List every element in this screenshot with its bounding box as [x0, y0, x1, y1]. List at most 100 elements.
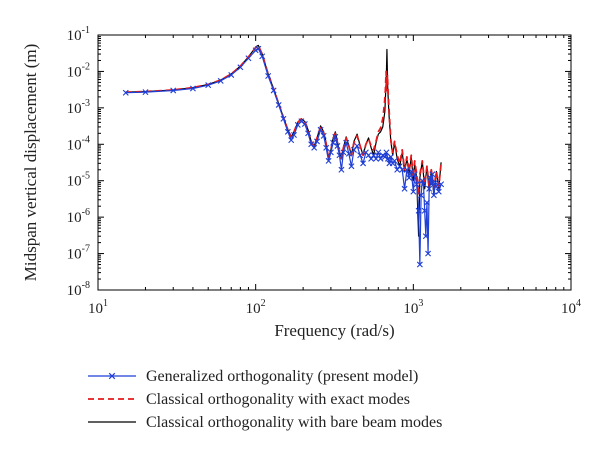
- series-line-0: [125, 44, 442, 237]
- legend-item: Generalized orthogonality (present model…: [88, 368, 418, 385]
- series-line-2: [125, 48, 442, 266]
- series-2-point-16: [284, 128, 291, 135]
- series-2-point-3: [189, 85, 196, 92]
- series-layer: [122, 44, 445, 268]
- series-2-point-78: [426, 185, 433, 192]
- series-2-point-10: [255, 45, 262, 52]
- series-2-point-33: [334, 142, 341, 149]
- series-2-point-63: [403, 166, 410, 173]
- y-tick-label: 10-1: [67, 25, 90, 44]
- series-2-point-80: [428, 181, 435, 188]
- series-2-point-28: [323, 144, 330, 151]
- series-2-point-5: [217, 77, 224, 84]
- series-2-point-14: [275, 101, 282, 108]
- series-2-point-36: [340, 149, 347, 156]
- series-2-point-72: [419, 177, 426, 184]
- series-2-point-86: [438, 181, 445, 188]
- legend-label: Classical orthogonality with bare beam m…: [146, 414, 442, 431]
- series-2-point-41: [354, 142, 361, 149]
- series-2-point-85: [435, 188, 442, 195]
- y-axis-label: Midspan vertical displacement (m): [21, 44, 40, 281]
- series-2-point-27: [320, 132, 327, 139]
- series-2-point-24: [311, 144, 318, 151]
- series-2-point-77: [425, 250, 432, 257]
- series-2-point-2: [170, 87, 177, 94]
- series-2-point-17: [288, 137, 295, 144]
- tick-layer: 101 102 103 104 10-8 10-7 10-6 10-5 10-4 10-3 10-2…: [67, 25, 581, 317]
- series-2-point-1: [142, 89, 149, 96]
- series-2-point-47: [370, 152, 377, 159]
- legend-item: Classical orthogonality with exact modes: [88, 391, 410, 408]
- series-2-point-46: [368, 155, 375, 162]
- series-2-point-30: [327, 149, 334, 156]
- series-2-point-7: [237, 64, 244, 71]
- series-2-point-67: [411, 171, 418, 178]
- y-tick-label: 10-5: [67, 171, 90, 190]
- series-2-point-40: [350, 146, 357, 153]
- series-2-point-54: [384, 155, 391, 162]
- series-2-point-50: [377, 155, 384, 162]
- legend-label: Classical orthogonality with exact modes: [146, 391, 410, 408]
- series-2-point-76: [423, 199, 430, 206]
- x-tick-label: 104: [561, 298, 581, 317]
- series-2-point-43: [360, 160, 367, 167]
- series-2-point-38: [345, 150, 352, 157]
- series-2-point-0: [122, 89, 129, 96]
- series-2-point-37: [343, 139, 350, 146]
- series-2-point-53: [383, 149, 390, 156]
- series-2-point-60: [396, 163, 403, 170]
- y-tick-label: 10-7: [67, 244, 90, 263]
- y-tick-label: 10-2: [67, 61, 90, 80]
- series-2-point-73: [420, 181, 427, 188]
- series-2-point-48: [373, 155, 380, 162]
- series-2-point-69: [415, 207, 422, 214]
- series-2-point-22: [305, 130, 312, 137]
- x-tick-label: 102: [246, 298, 266, 317]
- series-2-point-49: [375, 149, 382, 156]
- series-2-point-62: [401, 185, 408, 192]
- y-tick-label: 10-3: [67, 98, 90, 117]
- x-tick-label: 101: [88, 298, 108, 317]
- series-2-point-59: [394, 166, 401, 173]
- series-2-point-45: [365, 152, 372, 159]
- series-2-point-84: [433, 183, 440, 190]
- series-2-point-21: [301, 121, 308, 128]
- series-2-point-26: [317, 126, 324, 133]
- series-2-point-66: [410, 188, 417, 195]
- series-2-point-34: [336, 152, 343, 159]
- series-2-point-58: [391, 157, 398, 164]
- x-tick-label: 103: [403, 298, 423, 317]
- series-2-point-9: [252, 47, 259, 54]
- series-2-point-35: [338, 166, 345, 173]
- series-2-point-75: [422, 233, 429, 240]
- series-2-point-15: [280, 115, 287, 122]
- series-2-point-42: [357, 152, 364, 159]
- series-2-point-79: [427, 174, 434, 181]
- series-2-point-4: [205, 82, 212, 89]
- series-2-point-11: [259, 53, 266, 60]
- legend-label: Generalized orthogonality (present model…: [146, 368, 418, 385]
- series-2-point-39: [348, 163, 355, 170]
- series-2-point-68: [413, 181, 420, 188]
- y-tick-label: 10-4: [67, 134, 90, 153]
- series-2-point-18: [290, 131, 297, 138]
- series-2-point-64: [406, 174, 413, 181]
- series-2-point-12: [265, 72, 272, 79]
- series-2-point-29: [325, 157, 332, 164]
- series-2-point-74: [421, 207, 428, 214]
- series-2-point-70: [416, 261, 423, 268]
- y-tick-label: 10-8: [67, 280, 90, 299]
- series-2-point-25: [314, 138, 321, 145]
- series-2-point-82: [430, 192, 437, 199]
- series-2-point-31: [330, 139, 337, 146]
- series-2-point-32: [332, 133, 339, 140]
- series-2-point-6: [228, 71, 235, 78]
- series-2-point-81: [429, 171, 436, 178]
- x-axis-label: Frequency (rad/s): [274, 321, 394, 340]
- series-2-point-52: [381, 153, 388, 160]
- legend: Generalized orthogonality (present model…: [88, 368, 442, 431]
- series-2-point-61: [399, 166, 406, 173]
- legend-item: Classical orthogonality with bare beam m…: [88, 414, 442, 431]
- plot-frame: [97, 34, 572, 291]
